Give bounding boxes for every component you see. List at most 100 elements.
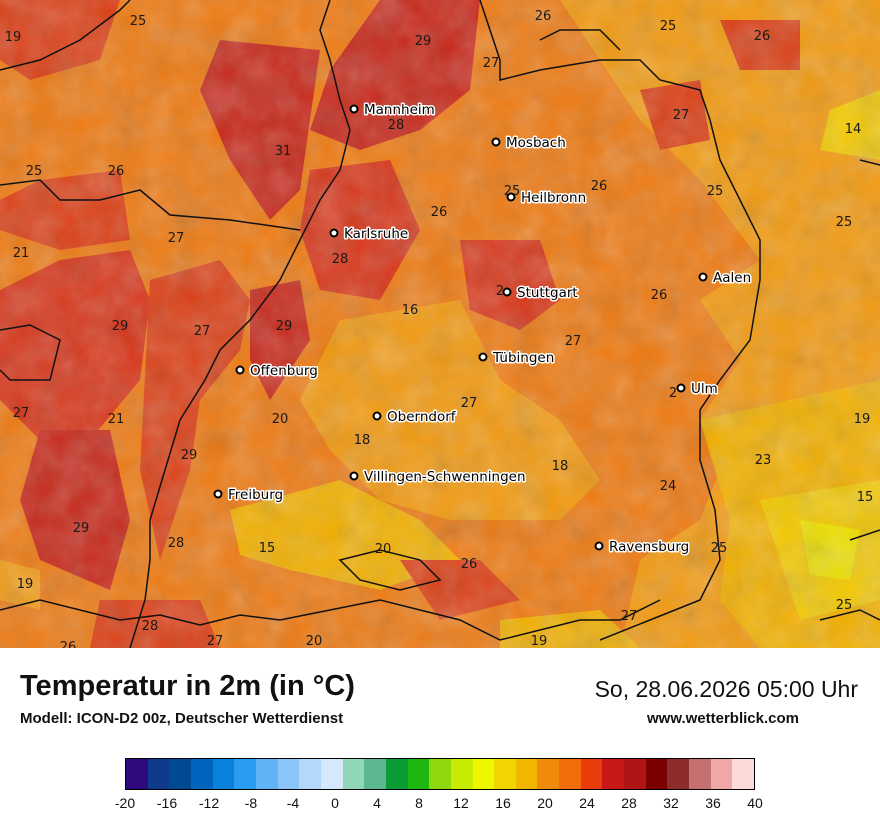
city-marker[interactable]: Aalen (698, 269, 753, 288)
city-dot-icon (502, 287, 512, 297)
temperature-value: 28 (388, 118, 405, 133)
temperature-value: 26 (60, 640, 77, 648)
temperature-value: 27 (621, 609, 638, 624)
temperature-value: 20 (306, 634, 323, 648)
color-scale-segment (342, 759, 365, 789)
city-marker[interactable]: Ravensburg (594, 538, 691, 557)
temperature-value: 28 (168, 536, 185, 551)
temperature-value: 24 (660, 479, 677, 494)
model-info: Modell: ICON-D2 00z, Deutscher Wetterdie… (20, 710, 344, 727)
temperature-value: 2 (669, 386, 677, 401)
color-scale-segment (710, 759, 733, 789)
temperature-map[interactable]: 25 19 26 25 26 29 27 28 27 14 31 25 26 25 26 25 26 25 27 21… (0, 0, 880, 648)
temperature-value: 26 (591, 179, 608, 194)
city-marker[interactable]: Karlsruhe (329, 225, 410, 244)
city-dot-icon (478, 352, 488, 362)
color-scale-tick-label: -12 (198, 795, 220, 811)
city-label: Freiburg (228, 487, 283, 503)
temperature-value: 25 (711, 541, 728, 556)
temperature-value: 26 (461, 557, 478, 572)
color-scale-legend (125, 758, 755, 790)
map-texture (0, 0, 880, 648)
color-scale-segment (559, 759, 581, 789)
temperature-value: 19 (5, 30, 22, 45)
color-scale-segment (407, 759, 430, 789)
temperature-value: 18 (354, 433, 371, 448)
color-scale-tick-label: -16 (156, 795, 178, 811)
temperature-value: 26 (431, 205, 448, 220)
city-marker[interactable]: Villingen-Schwenningen (349, 468, 527, 487)
temperature-value: 25 (707, 184, 724, 199)
color-scale-segment (364, 759, 386, 789)
color-scale-tick-label: -20 (114, 795, 136, 811)
temperature-value: 25 (836, 598, 853, 613)
city-marker[interactable]: Freiburg (213, 486, 285, 505)
color-scale-segment (494, 759, 516, 789)
color-scale-segment (429, 759, 451, 789)
city-dot-icon (491, 137, 501, 147)
city-dot-icon (506, 192, 516, 202)
color-scale-tick-label: -4 (286, 795, 300, 811)
color-scale-segment (689, 759, 711, 789)
city-dot-icon (676, 383, 686, 393)
temperature-value: 2 (496, 284, 504, 299)
temperature-value: 28 (142, 619, 159, 634)
color-scale-segment (212, 759, 235, 789)
city-label: Aalen (713, 270, 751, 286)
color-scale-segment (320, 759, 343, 789)
color-scale-segment (147, 759, 170, 789)
temperature-value: 27 (565, 334, 582, 349)
color-scale-tick-label: 16 (495, 795, 511, 811)
city-marker[interactable]: Tübingen (478, 349, 556, 368)
color-scale-segment (624, 759, 646, 789)
temperature-value: 27 (168, 231, 185, 246)
color-scale-segment (537, 759, 560, 789)
temperature-value: 27 (207, 634, 224, 648)
city-label: Stuttgart (517, 285, 578, 301)
color-scale-segment (667, 759, 690, 789)
color-scale-tick-label: 12 (453, 795, 469, 811)
website-link[interactable]: www.wetterblick.com (647, 710, 799, 727)
temperature-value: 25 (26, 164, 43, 179)
temperature-value: 26 (754, 29, 771, 44)
color-scale-segment (450, 759, 473, 789)
temperature-value: 18 (552, 459, 569, 474)
city-label: Ulm (691, 381, 718, 397)
city-marker[interactable]: Ulm (676, 380, 719, 399)
temperature-value: 29 (181, 448, 198, 463)
city-label: Tübingen (492, 350, 554, 366)
city-marker[interactable]: Mannheim (349, 101, 436, 120)
color-scale-segment (602, 759, 625, 789)
temperature-value: 27 (13, 406, 30, 421)
temperature-value: 29 (415, 34, 432, 49)
color-scale-segment (299, 759, 321, 789)
city-marker[interactable]: Oberndorf (372, 408, 458, 427)
city-marker[interactable]: Stuttgart (502, 284, 579, 303)
city-label: Heilbronn (521, 190, 586, 206)
temperature-value: 15 (259, 541, 276, 556)
city-marker[interactable]: Heilbronn (506, 189, 588, 208)
color-scale-tick-label: 24 (579, 795, 595, 811)
city-dot-icon (372, 411, 382, 421)
borders (0, 0, 880, 648)
temperature-value: 19 (17, 577, 34, 592)
color-scale-tick-label: 40 (747, 795, 763, 811)
color-scale-tick-label: 4 (373, 795, 381, 811)
temperature-value: 19 (531, 634, 548, 648)
city-dot-icon (213, 489, 223, 499)
temperature-value: 15 (857, 490, 874, 505)
temperature-value: 20 (375, 542, 392, 557)
city-label: Offenburg (250, 363, 318, 379)
color-scale-segment (515, 759, 538, 789)
city-marker[interactable]: Offenburg (235, 362, 319, 381)
color-scale-segment (277, 759, 300, 789)
city-marker[interactable]: Mosbach (491, 134, 567, 153)
color-scale-segment (732, 759, 755, 789)
city-markers: Mannheim Mosbach Heilbronn Karlsruhe Stuttga… (213, 101, 753, 557)
color-scale-ticks: -20 -16 -12 -8 -4 0 4 8 12 16 20 24 28 32 36 40 (0, 795, 880, 815)
color-scale-segment (645, 759, 668, 789)
temperature-value: 26 (535, 9, 552, 24)
temperature-value: 25 (130, 14, 147, 29)
temperature-value: 21 (108, 412, 125, 427)
